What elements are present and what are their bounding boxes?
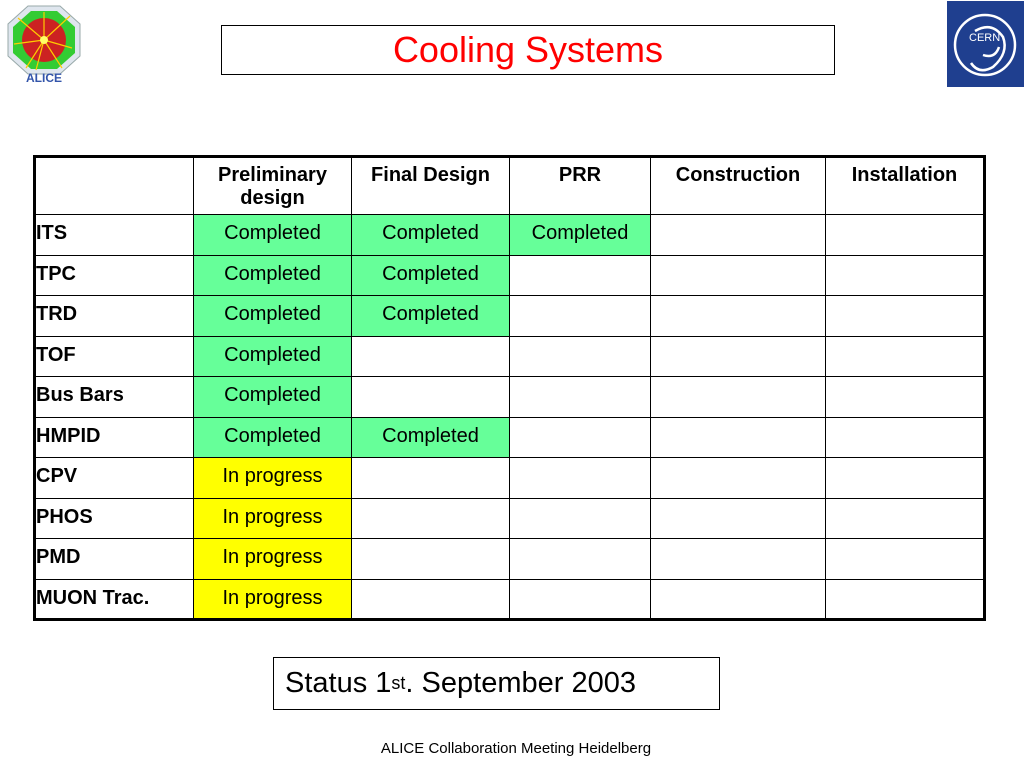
table-cell: Completed — [193, 335, 352, 377]
table-cell — [509, 497, 651, 539]
table-cell: Completed — [351, 214, 510, 256]
header-cell: PRR — [509, 156, 651, 215]
table-cell — [825, 254, 985, 296]
table-cell — [650, 578, 826, 620]
table-cell — [509, 578, 651, 620]
table-cell — [650, 335, 826, 377]
table-cell — [509, 254, 651, 296]
status-prefix: Status 1 — [285, 667, 392, 699]
row-label: HMPID — [34, 416, 194, 458]
table-cell — [351, 335, 510, 377]
table-row: PMD In progress — [34, 538, 985, 580]
table-cell — [509, 376, 651, 418]
table-cell — [825, 295, 985, 337]
table-cell: Completed — [351, 295, 510, 337]
status-table: Preliminary design Final Design PRR Cons… — [33, 155, 986, 621]
table-cell: In progress — [193, 457, 352, 499]
svg-text:CERN: CERN — [969, 32, 1000, 44]
table-row: MUON Trac. In progress — [34, 578, 985, 620]
table-cell — [650, 497, 826, 539]
header-cell: Preliminary design — [193, 156, 352, 215]
table-cell: Completed — [193, 254, 352, 296]
table-cell — [825, 457, 985, 499]
table-cell: Completed — [351, 416, 510, 458]
table-cell — [351, 497, 510, 539]
table-cell — [650, 376, 826, 418]
table-row: ITS Completed Completed Completed — [34, 214, 985, 256]
table-cell: Completed — [351, 254, 510, 296]
table-cell — [825, 376, 985, 418]
table-cell — [650, 254, 826, 296]
table-cell — [825, 578, 985, 620]
header-cell: Final Design — [351, 156, 510, 215]
table-cell — [825, 335, 985, 377]
table-cell — [351, 376, 510, 418]
page-title: Cooling Systems — [392, 29, 664, 70]
table-cell — [825, 416, 985, 458]
table-row: HMPID Completed Completed — [34, 416, 985, 458]
title-box: Cooling Systems — [221, 25, 835, 75]
row-label: MUON Trac. — [34, 578, 194, 620]
table-cell — [825, 214, 985, 256]
table-cell — [509, 295, 651, 337]
alice-logo: ALICE — [6, 4, 82, 85]
table-cell: Completed — [193, 295, 352, 337]
row-label: PMD — [34, 538, 194, 580]
table-cell — [650, 538, 826, 580]
status-superscript: st — [391, 673, 406, 693]
table-row: PHOS In progress — [34, 497, 985, 539]
header-cell — [34, 156, 194, 215]
table-cell — [650, 214, 826, 256]
table-cell: Completed — [193, 416, 352, 458]
table-cell — [509, 335, 651, 377]
table-cell — [509, 538, 651, 580]
cern-logo: CERN — [947, 1, 1024, 87]
table-cell: In progress — [193, 578, 352, 620]
table-cell: In progress — [193, 497, 352, 539]
table-row: TRD Completed Completed — [34, 295, 985, 337]
table-row: Bus Bars Completed — [34, 376, 985, 418]
table-cell — [650, 295, 826, 337]
table-cell — [650, 457, 826, 499]
table-cell: Completed — [193, 214, 352, 256]
table-cell: Completed — [509, 214, 651, 256]
row-label: ITS — [34, 214, 194, 256]
table-cell: In progress — [193, 538, 352, 580]
table-cell — [825, 538, 985, 580]
table-cell — [351, 457, 510, 499]
row-label: PHOS — [34, 497, 194, 539]
header-cell: Installation — [825, 156, 985, 215]
row-label: TOF — [34, 335, 194, 377]
footer: ALICE Collaboration Meeting Heidelberg — [380, 740, 652, 757]
table-row: CPV In progress — [34, 457, 985, 499]
table-header-row: Preliminary design Final Design PRR Cons… — [34, 156, 985, 215]
table-cell — [351, 538, 510, 580]
row-label: Bus Bars — [34, 376, 194, 418]
table-cell — [509, 457, 651, 499]
row-label: TRD — [34, 295, 194, 337]
header-cell: Construction — [650, 156, 826, 215]
table-cell — [825, 497, 985, 539]
status-suffix: . September 2003 — [405, 667, 636, 699]
table-cell — [509, 416, 651, 458]
row-label: CPV — [34, 457, 194, 499]
table-cell — [351, 578, 510, 620]
table-cell: Completed — [193, 376, 352, 418]
svg-text:ALICE: ALICE — [26, 71, 62, 84]
table-row: TPC Completed Completed — [34, 254, 985, 296]
table-cell — [650, 416, 826, 458]
table-row: TOF Completed — [34, 335, 985, 377]
row-label: TPC — [34, 254, 194, 296]
